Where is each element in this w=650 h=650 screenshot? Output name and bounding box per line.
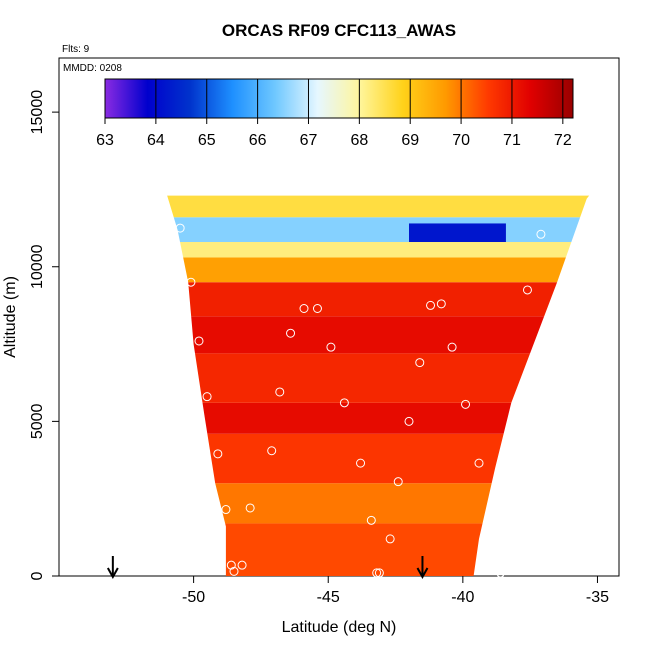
field-layer-band — [166, 242, 598, 258]
sample-point — [226, 560, 236, 570]
x-tick-label: -40 — [451, 589, 474, 606]
sample-point — [194, 336, 204, 346]
colorbar-tick-label: 70 — [452, 132, 470, 149]
y-tick-label: 10000 — [29, 244, 46, 289]
colorbar-tick-label: 65 — [198, 132, 216, 149]
colorbar-tick-label: 63 — [96, 132, 114, 149]
y-tick-label: 5000 — [29, 403, 46, 439]
sample-point — [229, 566, 239, 576]
sample-point — [555, 181, 565, 191]
sample-point — [568, 181, 578, 191]
colorbar-ticks: 63 64 65 66 67 68 69 70 71 72 — [96, 79, 572, 149]
x-axis: -50 -45 -40 -35 — [182, 576, 609, 606]
colorbar-gradient — [104, 78, 574, 119]
arrow-markers — [106, 556, 429, 580]
sample-point — [275, 387, 285, 397]
sample-point — [404, 416, 414, 426]
sample-point — [221, 505, 231, 515]
colorbar-tick-label: 72 — [554, 132, 572, 149]
sample-point — [514, 423, 524, 433]
sample-point — [202, 392, 212, 402]
field-layer-band — [166, 316, 598, 354]
colorbar-tick-label: 67 — [300, 132, 318, 149]
sample-point — [504, 542, 514, 552]
arrow-head — [106, 567, 119, 580]
sample-point — [267, 446, 277, 456]
sample-point — [374, 568, 384, 578]
sample-point — [496, 568, 506, 578]
field-layer-band — [166, 257, 598, 283]
colorbar-tick-label: 68 — [350, 132, 368, 149]
sample-point — [372, 568, 382, 578]
sample-point — [175, 223, 185, 233]
flights-label: Flts: 9 — [62, 44, 90, 55]
field-layer-band — [166, 217, 598, 243]
sample-point — [447, 342, 457, 352]
sample-point — [474, 458, 484, 468]
arrow-head — [416, 567, 429, 580]
x-tick-label: -45 — [317, 589, 340, 606]
sample-point — [426, 300, 436, 310]
colorbar-tick-label: 69 — [401, 132, 419, 149]
sample-point — [579, 181, 589, 191]
sample-markers — [175, 181, 594, 578]
sample-point — [186, 277, 196, 287]
field-layer-band — [166, 195, 598, 218]
sample-point — [245, 503, 255, 513]
sample-point — [485, 517, 495, 527]
x-axis-label: Latitude (deg N) — [282, 619, 397, 636]
sample-point — [436, 299, 446, 309]
sample-point — [356, 458, 366, 468]
y-axis-label: Altitude (m) — [2, 276, 19, 358]
x-tick-label: -50 — [182, 589, 205, 606]
y-axis: 0 5000 10000 15000 — [29, 90, 59, 580]
sample-point — [286, 328, 296, 338]
sample-point — [536, 229, 546, 239]
sample-point — [237, 560, 247, 570]
y-tick-label: 0 — [29, 571, 46, 580]
sample-point — [393, 477, 403, 487]
sample-point — [312, 303, 322, 313]
colorbar-tick-label: 71 — [503, 132, 521, 149]
sample-point — [584, 181, 594, 191]
sample-point — [299, 303, 309, 313]
field-anomaly — [409, 223, 506, 243]
sample-point — [461, 399, 471, 409]
sample-point — [339, 398, 349, 408]
date-label: MMDD: 0208 — [63, 63, 122, 74]
colorbar-tick-label: 64 — [147, 132, 165, 149]
colorbar: 63 64 65 66 67 68 69 70 71 72 — [96, 78, 574, 149]
sample-point — [385, 534, 395, 544]
x-tick-label: -35 — [586, 589, 609, 606]
sample-point — [522, 285, 532, 295]
chart-title: ORCAS RF09 CFC113_AWAS — [222, 21, 456, 40]
colorbar-tick-label: 66 — [249, 132, 267, 149]
y-tick-label: 15000 — [29, 90, 46, 135]
sample-point — [326, 342, 336, 352]
sample-point — [213, 449, 223, 459]
sample-point — [415, 358, 425, 368]
field-layer-band — [166, 282, 598, 317]
sample-point — [366, 515, 376, 525]
